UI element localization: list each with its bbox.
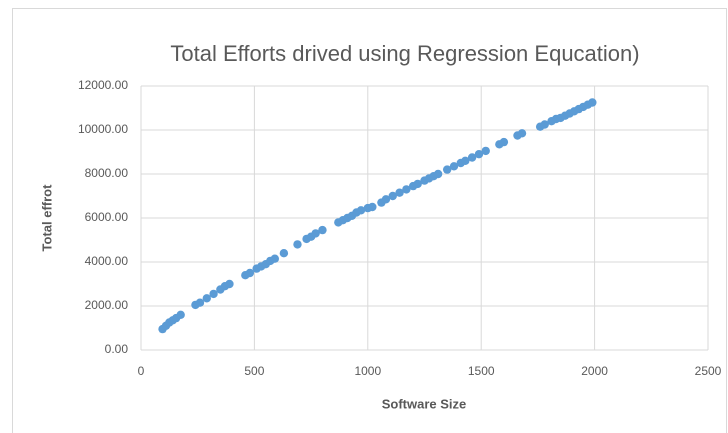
point — [195, 298, 205, 307]
y-tick-label: 8000.00 — [85, 166, 129, 180]
point — [449, 162, 459, 171]
point — [395, 188, 404, 197]
point — [413, 179, 422, 189]
point — [481, 146, 490, 156]
point — [388, 191, 397, 201]
x-axis-label: Software Size — [382, 396, 467, 411]
point — [499, 137, 509, 147]
y-tick-label: 10000.00 — [78, 122, 128, 136]
y-tick-label: 0.00 — [105, 342, 129, 356]
point — [381, 195, 391, 204]
x-tick-label: 1000 — [354, 364, 381, 378]
x-tick-label: 2500 — [695, 364, 722, 378]
chart-title: Total Efforts drived using Regression Eq… — [170, 41, 639, 66]
point — [356, 206, 366, 215]
point — [311, 229, 320, 238]
y-axis-label: Total effrot — [39, 184, 54, 252]
x-tick-label: 0 — [138, 364, 145, 378]
point — [318, 225, 327, 235]
point — [461, 156, 470, 165]
point — [588, 98, 597, 107]
y-tick-label: 4000.00 — [85, 254, 129, 268]
point — [433, 169, 443, 179]
point — [402, 185, 411, 194]
chart-border — [12, 8, 727, 433]
point — [474, 150, 484, 159]
point — [442, 165, 452, 174]
point — [467, 153, 477, 162]
point — [225, 279, 234, 289]
point — [368, 202, 377, 212]
point — [279, 249, 289, 258]
y-tick-label: 12000.00 — [78, 78, 128, 92]
point — [540, 120, 549, 129]
point — [245, 268, 255, 278]
y-tick-label: 6000.00 — [85, 210, 129, 224]
y-tick-label: 2000.00 — [85, 298, 129, 312]
point — [202, 294, 211, 303]
point — [293, 240, 302, 249]
x-tick-label: 1500 — [468, 364, 495, 378]
x-tick-label: 500 — [244, 364, 264, 378]
x-tick-label: 2000 — [581, 364, 608, 378]
point — [517, 129, 527, 138]
point — [176, 310, 185, 319]
point — [209, 289, 218, 299]
point — [270, 254, 280, 263]
